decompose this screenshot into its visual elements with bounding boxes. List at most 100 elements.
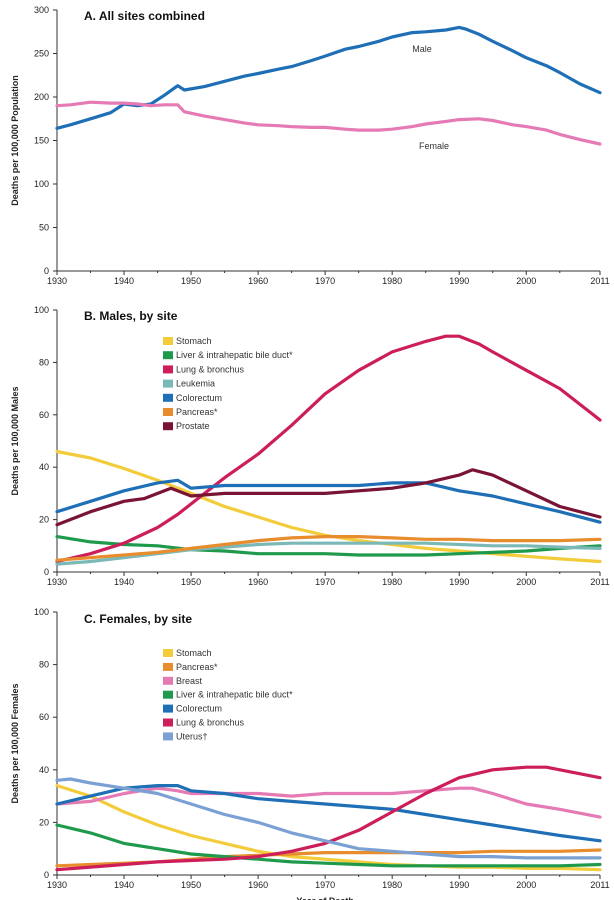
- y-tick-label: 20: [39, 817, 49, 827]
- legend-label-pancreas: Pancreas*: [176, 662, 218, 672]
- series-line-liver-intrahepatic-bile-duct: [55, 534, 602, 557]
- legend-swatch-liver-intrahepatic-bile-duct: [163, 690, 173, 699]
- y-tick-label: 20: [39, 515, 49, 525]
- legend-swatch-uterus: [163, 732, 173, 741]
- legend-swatch-colorectum: [163, 704, 173, 713]
- legend-label-colorectum: Colorectum: [176, 704, 222, 714]
- y-tick-label: 40: [39, 462, 49, 472]
- series-line-colorectum: [55, 478, 602, 524]
- male-series-label: Male: [412, 44, 432, 54]
- x-axis-title: Year of Death: [296, 896, 354, 900]
- x-tick-label: 1960: [248, 880, 268, 890]
- legend-swatch-pancreas: [163, 662, 173, 671]
- series-line-colorectum: [55, 783, 602, 843]
- x-tick-label: 1990: [449, 276, 469, 286]
- legend-swatch-stomach: [163, 337, 173, 345]
- series-line-lung-bronchus: [55, 334, 602, 564]
- x-tick-label: 1940: [114, 577, 134, 587]
- panel-title: A. All sites combined: [84, 9, 205, 23]
- series-line-breast: [55, 786, 602, 819]
- y-tick-label: 80: [39, 660, 49, 670]
- y-tick-label: 250: [34, 49, 49, 59]
- x-tick-label: 2011: [590, 577, 609, 587]
- x-tick-label: 2011: [590, 880, 609, 890]
- x-tick-label: 2000: [516, 276, 536, 286]
- series-line-uterus: [55, 777, 602, 860]
- legend: Stomach Liver & intrahepatic bile duct* Lu…: [163, 336, 293, 431]
- legend-swatch-stomach: [163, 649, 173, 657]
- x-tick-label: 1950: [181, 577, 201, 587]
- series-line-lung-bronchus: [55, 765, 602, 872]
- legend-label-uterus: Uterus†: [176, 731, 208, 741]
- x-tick-label: 1980: [382, 880, 402, 890]
- series-line-leukemia: [55, 541, 602, 566]
- legend-swatch-colorectum: [163, 393, 173, 402]
- series-line-prostate: [55, 468, 602, 527]
- y-tick-label: 60: [39, 712, 49, 722]
- legend-label-prostate: Prostate: [176, 421, 210, 431]
- series-line-male: [55, 25, 602, 130]
- x-tick-label: 2000: [516, 880, 536, 890]
- x-tick-label: 1930: [47, 276, 67, 286]
- legend-label-pancreas: Pancreas*: [176, 407, 218, 417]
- x-tick-label: 1960: [248, 276, 268, 286]
- x-tick-label: 1980: [382, 577, 402, 587]
- y-tick-label: 100: [34, 607, 49, 617]
- legend: Stomach Pancreas* Breast Liver & intrahepat…: [163, 648, 293, 741]
- legend-label-colorectum: Colorectum: [176, 393, 222, 403]
- y-tick-label: 100: [34, 179, 49, 189]
- female-series-label: Female: [419, 141, 449, 151]
- y-tick-label: 50: [39, 223, 49, 233]
- x-tick-label: 1980: [382, 276, 402, 286]
- x-tick-label: 2000: [516, 577, 536, 587]
- y-tick-label: 0: [44, 567, 49, 577]
- series-line-liver-intrahepatic-bile-duct: [55, 823, 602, 868]
- legend-label-liver-intrahepatic-bile-duct: Liver & intrahepatic bile duct*: [176, 350, 293, 360]
- legend-swatch-leukemia: [163, 379, 173, 388]
- y-tick-label: 80: [39, 357, 49, 367]
- x-tick-label: 1970: [315, 276, 335, 286]
- legend-swatch-breast: [163, 676, 173, 685]
- x-tick-label: 1990: [449, 880, 469, 890]
- x-tick-label: 1930: [47, 577, 67, 587]
- panel-title: C. Females, by site: [84, 612, 192, 626]
- y-tick-label: 200: [34, 92, 49, 102]
- x-tick-label: 1960: [248, 577, 268, 587]
- x-tick-label: 1930: [47, 880, 67, 890]
- x-tick-label: 1950: [181, 880, 201, 890]
- panel-title: B. Males, by site: [84, 309, 178, 323]
- legend-swatch-prostate: [163, 422, 173, 431]
- y-tick-label: 300: [34, 5, 49, 15]
- x-tick-label: 1950: [181, 276, 201, 286]
- panel-a-all-sites-combined: 0 50 100 150 200 250 300 1930 1940 1950 1960 1970 19…: [10, 5, 610, 286]
- y-tick-label: 40: [39, 765, 49, 775]
- panel-b-males-by-site: 0 20 40 60 80 100 1930 1940 1950 1960 1970 1980 1990…: [10, 305, 610, 587]
- x-tick-label: 1970: [315, 577, 335, 587]
- panel-c-females-by-site: 0 20 40 60 80 100 1930 1940 1950 1960 1970 1980 1990…: [10, 607, 610, 890]
- legend-swatch-pancreas: [163, 408, 173, 416]
- y-axis-title: Deaths per 100,000 Males: [10, 386, 20, 495]
- y-axis-title: Deaths per 100,000 Females: [10, 683, 20, 803]
- legend-swatch-lung-bronchus: [163, 365, 173, 374]
- x-tick-label: 1990: [449, 577, 469, 587]
- y-tick-label: 150: [34, 136, 49, 146]
- legend-swatch-liver-intrahepatic-bile-duct: [163, 351, 173, 360]
- x-tick-label: 1940: [114, 880, 134, 890]
- legend-label-stomach: Stomach: [176, 336, 212, 346]
- series-line-stomach: [55, 783, 602, 872]
- y-tick-label: 0: [44, 266, 49, 276]
- y-axis-title: Deaths per 100,000 Population: [10, 75, 20, 206]
- legend-label-breast: Breast: [176, 676, 203, 686]
- x-tick-label: 1970: [315, 880, 335, 890]
- legend-label-stomach: Stomach: [176, 648, 212, 658]
- legend-label-leukemia: Leukemia: [176, 379, 215, 389]
- x-tick-label: 1940: [114, 276, 134, 286]
- y-tick-label: 0: [44, 870, 49, 880]
- x-tick-label: 2011: [590, 276, 609, 286]
- series-line-female: [55, 100, 602, 146]
- legend-label-lung-bronchus: Lung & bronchus: [176, 364, 245, 374]
- series-line-pancreas: [55, 534, 602, 562]
- y-tick-label: 60: [39, 410, 49, 420]
- legend-label-liver-intrahepatic-bile-duct: Liver & intrahepatic bile duct*: [176, 690, 293, 700]
